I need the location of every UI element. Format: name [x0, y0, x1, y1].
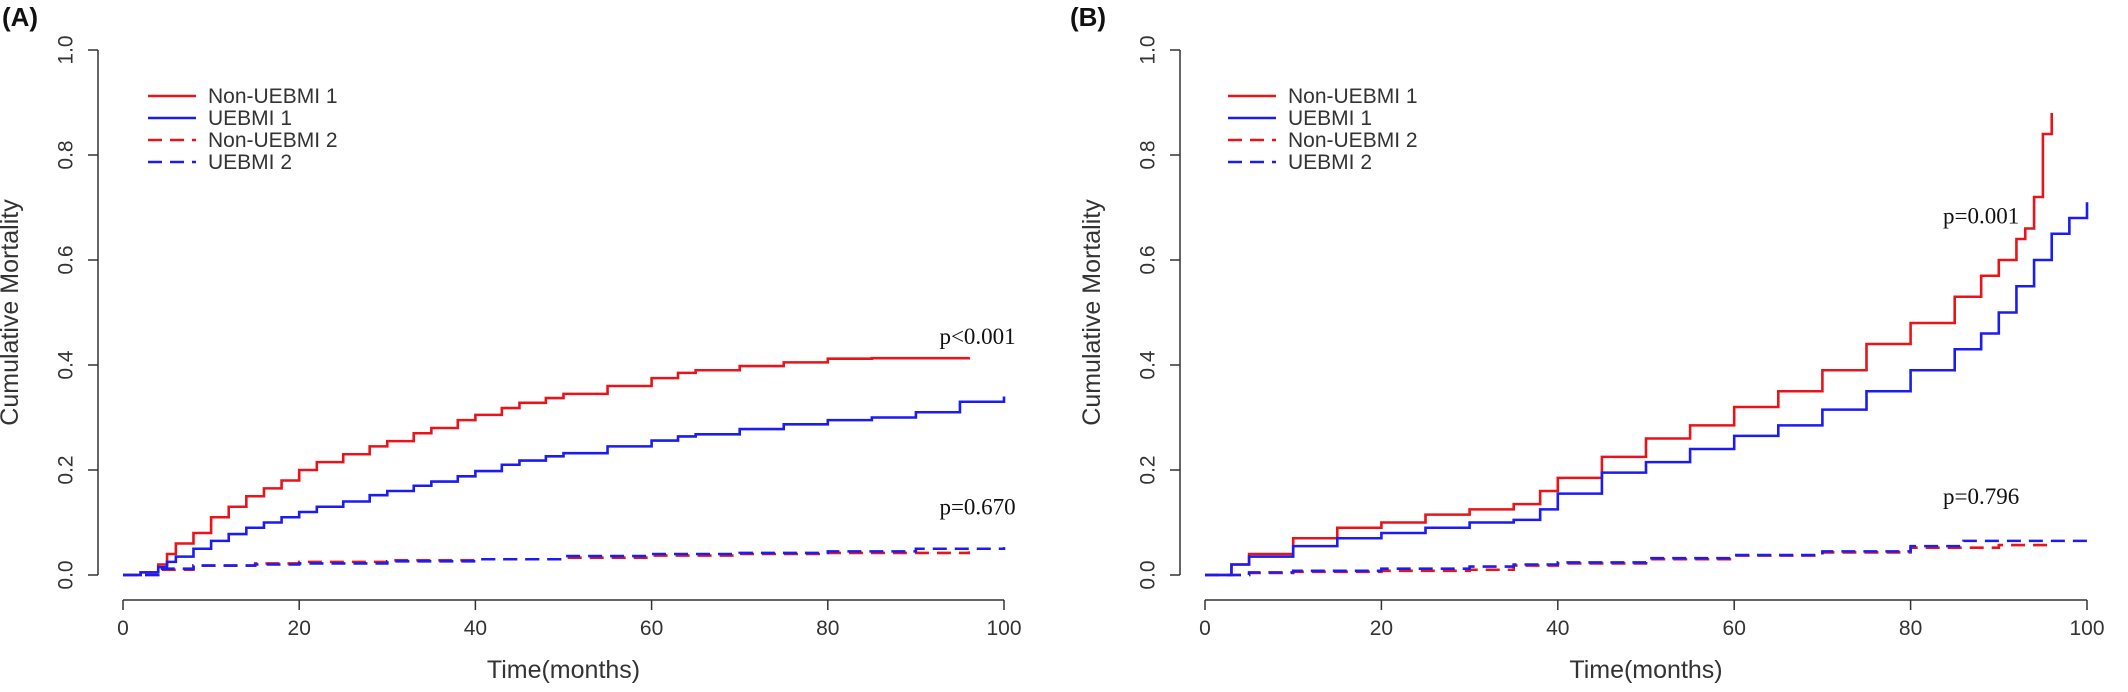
- x-axis-label: Time(months): [1569, 656, 1722, 684]
- y-tick-label: 0.2: [1137, 455, 1160, 484]
- y-tick-label: 0.4: [1137, 350, 1160, 380]
- legend-label: Non-UEBMI 2: [1288, 129, 1418, 152]
- x-tick-label: 20: [288, 617, 311, 640]
- legend-label: Non-UEBMI 1: [208, 85, 338, 108]
- y-tick-label: 1.0: [55, 35, 78, 64]
- legend-label: Non-UEBMI 2: [208, 129, 338, 152]
- x-tick-label: 40: [464, 617, 487, 640]
- legend-label: UEBMI 1: [208, 107, 292, 130]
- x-tick-label: 80: [816, 617, 839, 640]
- legend-label: UEBMI 2: [1288, 151, 1372, 174]
- series-line-non-uebmi-2: [123, 551, 971, 577]
- p-value-annotation: p=0.796: [1943, 484, 2019, 509]
- y-tick-label: 0.2: [55, 455, 78, 484]
- panel-a: (A) 0 20 40 60 80 100 Time(months) 0.0 0.2 0.4 0.6…: [0, 2, 1022, 684]
- y-tick-label: 0.8: [1137, 140, 1160, 169]
- x-tick-label: 60: [1723, 617, 1746, 640]
- y-tick-label: 0.0: [1137, 560, 1160, 589]
- series-line-uebmi-1: [1205, 202, 2089, 577]
- y-tick-label: 0.4: [55, 350, 78, 380]
- panel-b-label: (B): [1070, 2, 1106, 32]
- y-tick-label: 0.8: [55, 140, 78, 169]
- x-tick-label: 60: [640, 617, 663, 640]
- p-value-annotation: p<0.001: [939, 324, 1015, 349]
- panel-b-plot: 0 20 40 60 80 100 Time(months) 0.0 0.2 0.4 0.6 0.8 1…: [1078, 35, 2105, 684]
- legend-label: Non-UEBMI 1: [1288, 85, 1418, 108]
- x-tick-label: 80: [1899, 617, 1922, 640]
- p-value-annotation: p=0.670: [939, 495, 1015, 520]
- series-line-non-uebmi-1: [123, 356, 971, 577]
- y-tick-label: 0.6: [1137, 245, 1160, 274]
- y-axis-label: Cumulative Mortality: [1078, 199, 1106, 426]
- panel-b: (B) 0 20 40 60 80 100 Time(months) 0.0 0.2 0.4 0.6…: [1070, 2, 2105, 684]
- y-tick-label: 1.0: [1137, 35, 1160, 64]
- x-tick-label: 100: [986, 617, 1021, 640]
- y-tick-label: 0.6: [55, 245, 78, 274]
- x-tick-label: 40: [1546, 617, 1569, 640]
- y-tick-label: 0.0: [55, 560, 78, 589]
- panel-a-plot: 0 20 40 60 80 100 Time(months) 0.0 0.2 0.4 0.6 0.8 1…: [0, 35, 1022, 684]
- series-line-non-uebmi-1: [1205, 113, 2054, 577]
- x-tick-label: 20: [1370, 617, 1393, 640]
- legend-label: UEBMI 1: [1288, 107, 1372, 130]
- p-value-annotation: p=0.001: [1943, 203, 2019, 228]
- series-line-uebmi-2: [1205, 539, 2089, 577]
- y-axis-label: Cumulative Mortality: [0, 199, 24, 426]
- x-tick-label: 0: [1199, 617, 1211, 640]
- x-tick-label: 100: [2069, 617, 2104, 640]
- x-axis-label: Time(months): [487, 656, 640, 684]
- legend-label: UEBMI 2: [208, 151, 292, 174]
- panel-a-label: (A): [2, 2, 38, 32]
- series-line-uebmi-1: [123, 396, 1006, 577]
- series-line-uebmi-2: [123, 547, 1006, 577]
- series-line-non-uebmi-2: [1205, 543, 2054, 577]
- x-tick-label: 0: [117, 617, 129, 640]
